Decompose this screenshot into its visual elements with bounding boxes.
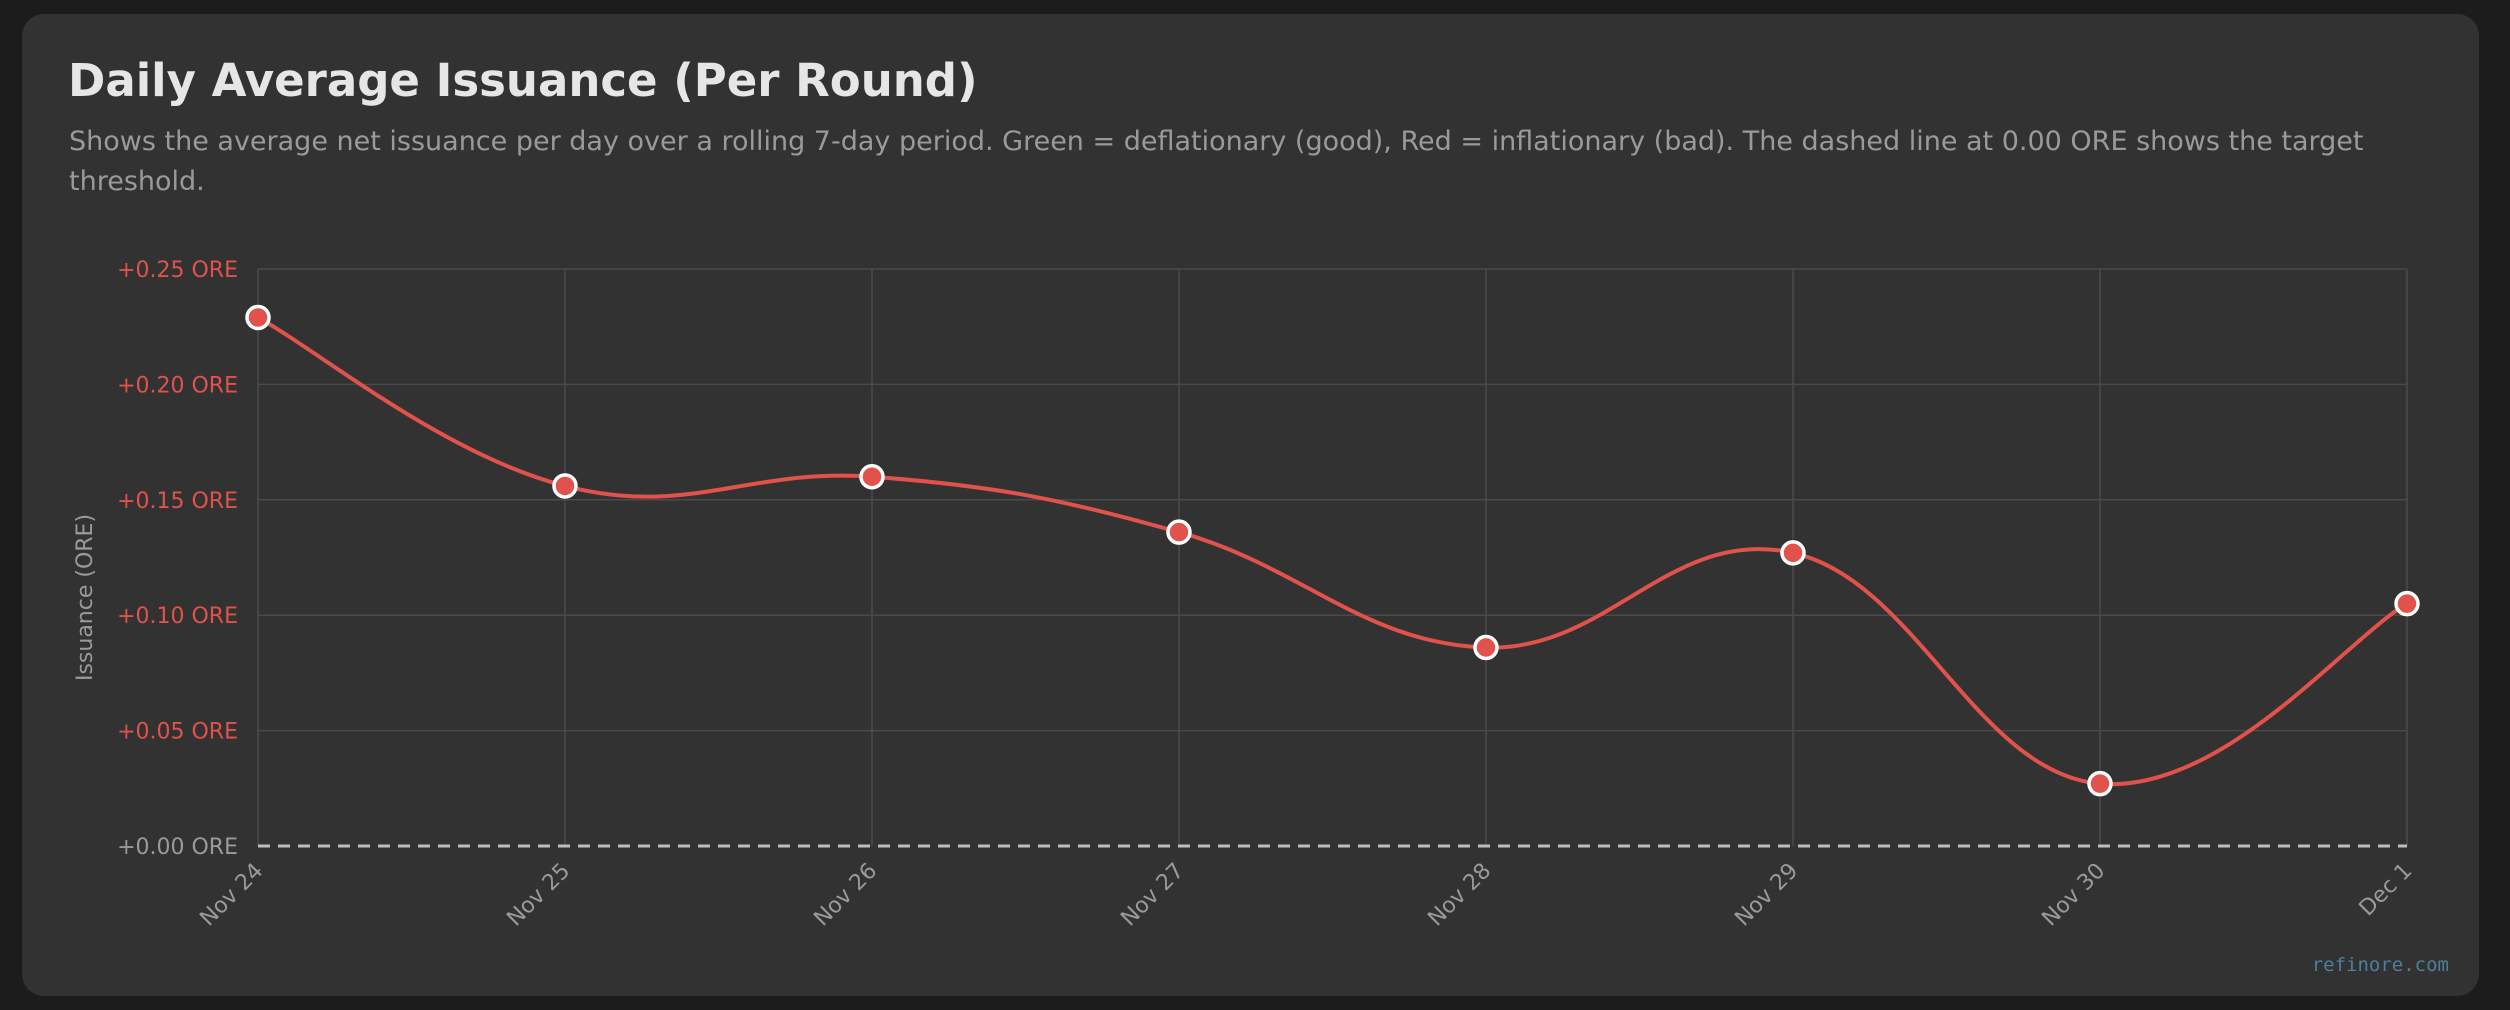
data-point (2394, 590, 2420, 617)
x-tick-label: Nov 25 (502, 859, 575, 932)
y-tick-label: +0.20 ORE (117, 373, 238, 398)
data-point (859, 463, 885, 490)
x-tick-label: Nov 24 (195, 859, 268, 932)
series-line (256, 315, 2409, 787)
x-tick-label: Nov 27 (1116, 859, 1189, 932)
chart-card: Daily Average Issuance (Per Round) Shows… (22, 14, 2479, 996)
y-tick-label: +0.05 ORE (117, 720, 238, 745)
x-tick-label: Nov 30 (2037, 859, 2110, 932)
x-tick-label: Nov 26 (809, 859, 882, 932)
data-point (1166, 519, 1192, 545)
x-tick-label: Nov 28 (1423, 859, 1496, 932)
chart-title: Daily Average Issuance (Per Round) (68, 54, 978, 107)
x-tick-label: Nov 29 (1730, 859, 1803, 932)
line-chart: +0.25 ORE +0.20 ORE +0.15 ORE +0.10 ORE +0.0… (73, 258, 2420, 932)
data-point (245, 304, 271, 331)
data-point (1473, 634, 1499, 661)
chart-subtitle: Shows the average net issuance per day o… (69, 126, 2364, 197)
data-point (552, 473, 578, 499)
y-tick-label: +0.10 ORE (117, 604, 238, 629)
data-point (2087, 770, 2113, 797)
y-tick-label: +0.25 ORE (117, 258, 238, 283)
x-tick-label: Dec 1 (2355, 859, 2418, 922)
y-axis-title: Issuance (ORE) (73, 514, 98, 681)
data-point (1780, 540, 1806, 566)
watermark: refinore.com (2311, 954, 2449, 976)
y-tick-label: +0.15 ORE (117, 489, 238, 514)
y-tick-label: +0.00 ORE (117, 835, 238, 860)
